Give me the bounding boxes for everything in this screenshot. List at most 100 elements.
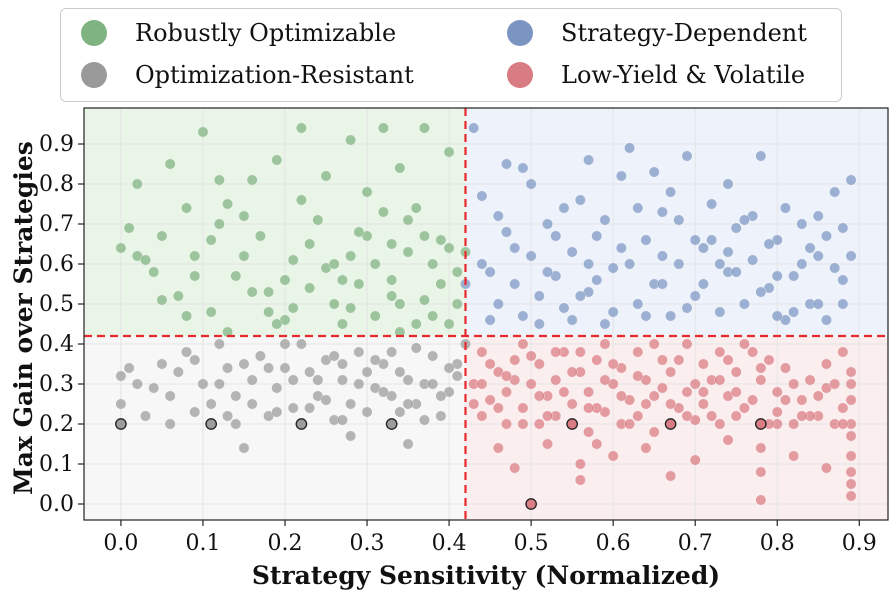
point-optimization-resistant bbox=[427, 350, 439, 362]
point-strategy-dependent bbox=[771, 270, 783, 282]
point-robustly-optimizable bbox=[123, 222, 135, 234]
point-robustly-optimizable bbox=[181, 202, 193, 214]
point-strategy-dependent bbox=[820, 314, 832, 326]
point-robustly-optimizable bbox=[156, 230, 168, 242]
point-strategy-dependent bbox=[558, 202, 570, 214]
point-low-yield-volatile bbox=[550, 374, 562, 386]
point-robustly-optimizable bbox=[213, 218, 225, 230]
point-optimization-resistant bbox=[230, 418, 242, 430]
point-robustly-optimizable bbox=[345, 250, 357, 262]
point-strategy-dependent bbox=[788, 270, 800, 282]
point-strategy-dependent bbox=[665, 310, 677, 322]
point-optimization-resistant bbox=[164, 390, 176, 402]
point-low-yield-volatile bbox=[845, 478, 857, 490]
point-strategy-dependent bbox=[533, 290, 545, 302]
point-robustly-optimizable bbox=[279, 274, 291, 286]
point-low-yield-volatile bbox=[681, 410, 693, 422]
point-optimization-resistant bbox=[287, 374, 299, 386]
point-robustly-optimizable bbox=[394, 326, 406, 338]
point-robustly-optimizable bbox=[304, 238, 316, 250]
x-tick-label: 0.5 bbox=[514, 531, 549, 556]
point-low-yield-volatile bbox=[574, 458, 586, 470]
point-robustly-optimizable bbox=[222, 198, 234, 210]
point-optimization-resistant bbox=[336, 358, 348, 370]
point-low-yield-volatile bbox=[689, 454, 701, 466]
point-strategy-dependent bbox=[837, 298, 849, 310]
point-strategy-dependent bbox=[632, 298, 644, 310]
point-low-yield-volatile bbox=[607, 450, 619, 462]
point-robustly-optimizable bbox=[443, 146, 455, 158]
point-low-yield-volatile bbox=[632, 346, 644, 358]
x-tick-label: 0.1 bbox=[185, 531, 220, 556]
point-optimization-resistant bbox=[181, 346, 193, 358]
point-strategy-dependent bbox=[607, 306, 619, 318]
threshold-lines bbox=[84, 108, 888, 520]
point-low-yield-volatile bbox=[517, 402, 529, 414]
point-low-yield-volatile bbox=[714, 418, 726, 430]
y-axis-ticks: 0.0 0.1 0.2 0.3 0.4 0.5 0.6 0.7 0.8 0.9 bbox=[39, 132, 84, 517]
point-low-yield-volatile bbox=[779, 362, 791, 374]
point-strategy-dependent bbox=[640, 310, 652, 322]
point-optimization-resistant bbox=[304, 402, 316, 414]
point-optimization-resistant bbox=[131, 378, 143, 390]
point-low-yield-volatile bbox=[697, 386, 709, 398]
point-strategy-dependent bbox=[771, 310, 783, 322]
point-strategy-dependent bbox=[845, 174, 857, 186]
x-axis-label: Strategy Sensitivity (Normalized) bbox=[252, 561, 720, 590]
y-tick-label: 0.2 bbox=[39, 412, 74, 437]
point-optimization-resistant bbox=[410, 342, 422, 354]
x-tick-label: 0.4 bbox=[432, 531, 467, 556]
point-strategy-dependent bbox=[542, 218, 554, 230]
point-strategy-dependent bbox=[624, 142, 636, 154]
point-strategy-dependent bbox=[550, 230, 562, 242]
point-low-yield-volatile bbox=[468, 398, 480, 410]
point-low-yield-volatile bbox=[747, 394, 759, 406]
point-robustly-optimizable bbox=[320, 170, 332, 182]
point-low-yield-volatile bbox=[484, 358, 496, 370]
point-robustly-optimizable bbox=[172, 290, 184, 302]
point-low-yield-volatile bbox=[656, 354, 668, 366]
point-robustly-optimizable bbox=[238, 210, 250, 222]
x-tick-label: 0.8 bbox=[760, 531, 795, 556]
point-robustly-optimizable bbox=[361, 186, 373, 198]
point-strategy-dependent bbox=[509, 242, 521, 254]
point-optimization-resistant bbox=[353, 346, 365, 358]
point-low-yield-volatile bbox=[583, 386, 595, 398]
point-low-yield-volatile bbox=[591, 438, 603, 450]
point-robustly-optimizable bbox=[402, 246, 414, 258]
y-tick-label: 0.6 bbox=[39, 252, 74, 277]
point-robustly-optimizable bbox=[295, 194, 307, 206]
point-robustly-optimizable bbox=[435, 278, 447, 290]
point-strategy-dependent bbox=[583, 258, 595, 270]
point-optimization-resistant bbox=[287, 402, 299, 414]
y-tick-label: 0.3 bbox=[39, 372, 74, 397]
point-low-yield-volatile bbox=[501, 418, 513, 430]
point-strategy-dependent bbox=[648, 166, 660, 178]
x-tick-label: 0.3 bbox=[350, 531, 385, 556]
point-robustly-optimizable bbox=[287, 254, 299, 266]
legend-label: Strategy-Dependent bbox=[561, 19, 807, 47]
point-strategy-dependent bbox=[566, 314, 578, 326]
point-strategy-dependent bbox=[829, 262, 841, 274]
point-low-yield-volatile bbox=[656, 382, 668, 394]
point-robustly-optimizable bbox=[222, 326, 234, 338]
point-strategy-dependent bbox=[615, 170, 627, 182]
point-low-yield-volatile bbox=[845, 450, 857, 462]
point-robustly-optimizable bbox=[271, 318, 283, 330]
point-low-yield-volatile bbox=[648, 390, 660, 402]
point-robustly-optimizable bbox=[140, 254, 152, 266]
point-optimization-resistant bbox=[418, 414, 430, 426]
point-robustly-optimizable bbox=[410, 318, 422, 330]
point-strategy-dependent bbox=[706, 198, 718, 210]
point-robustly-optimizable bbox=[148, 266, 160, 278]
point-optimization-resistant bbox=[369, 354, 381, 366]
point-strategy-dependent bbox=[583, 154, 595, 166]
point-low-yield-volatile bbox=[525, 350, 537, 362]
point-optimization-resistant bbox=[443, 362, 455, 374]
point-strategy-dependent bbox=[525, 250, 537, 262]
y-axis-label: Max Gain over Strategies bbox=[9, 141, 38, 495]
point-low-yield-volatile bbox=[771, 406, 783, 418]
point-strategy-dependent bbox=[665, 186, 677, 198]
x-tick-label: 0.0 bbox=[103, 531, 138, 556]
point-low-yield-volatile bbox=[632, 370, 644, 382]
